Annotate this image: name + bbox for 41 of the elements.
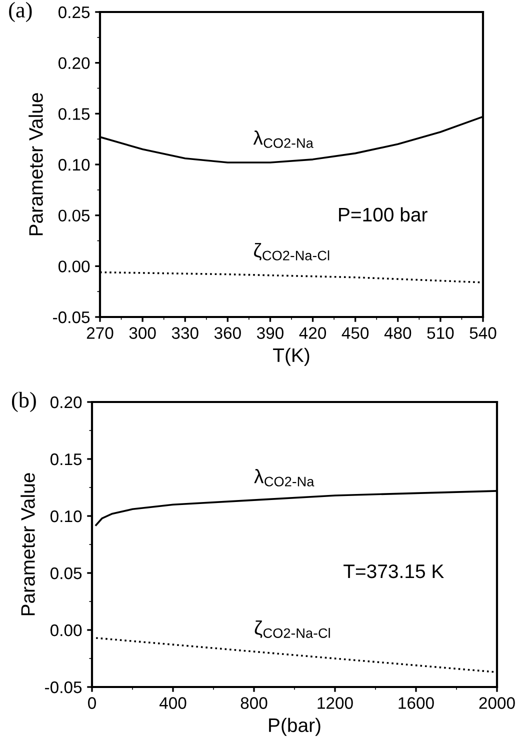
y-tick-label: -0.05 — [45, 681, 82, 694]
series-label: λ$_{CO2-Na}$ — [253, 130, 314, 148]
x-tick-label: 270 — [86, 327, 114, 339]
x-tick-label: 390 — [256, 327, 284, 339]
x-tick-label: 400 — [159, 697, 186, 709]
y-tick-label: -0.05 — [53, 311, 90, 324]
y-tick-label: 0.00 — [58, 260, 90, 272]
x-tick-label: 420 — [299, 327, 326, 339]
x-tick-label: 300 — [129, 327, 156, 339]
y-tick-label: 0.15 — [58, 108, 90, 120]
x-tick-label: 0 — [88, 697, 96, 709]
x-axis-title: T(K) — [273, 348, 310, 366]
chart-title: (a) — [9, 2, 32, 22]
x-tick-label: 330 — [172, 327, 198, 339]
series-label: ζ$_{CO2-Na-Cl}$ — [254, 242, 330, 260]
y-tick-label: 0.25 — [58, 6, 90, 18]
x-tick-label: 2000 — [479, 697, 515, 709]
y-tick-label: 0.05 — [50, 567, 82, 580]
x-tick-label: 480 — [384, 327, 412, 339]
x-tick-label: 510 — [427, 327, 454, 339]
y-axis-title: Parameter Value — [20, 473, 35, 616]
y-tick-label: 0.00 — [50, 624, 82, 636]
annotation: T=373.15 K — [344, 564, 444, 578]
y-tick-label: 0.10 — [58, 158, 90, 171]
x-tick-label: 540 — [470, 327, 496, 339]
y-tick-label: 0.05 — [58, 210, 90, 222]
x-tick-label: 1600 — [398, 697, 434, 709]
annotation: P=100 bar — [339, 207, 428, 222]
chart-title: (b) — [12, 392, 36, 412]
x-axis-title: P(bar) — [269, 718, 320, 736]
x-tick-label: 800 — [240, 697, 268, 709]
x-tick-label: 360 — [214, 327, 241, 339]
y-tick-label: 0.20 — [50, 396, 82, 408]
y-tick-label: 0.20 — [58, 57, 90, 70]
y-axis-title: Parameter Value — [28, 93, 43, 236]
x-tick-label: 450 — [342, 327, 369, 339]
y-tick-label: 0.10 — [50, 510, 82, 522]
series-label: λ$_{CO2-Na}$ — [254, 468, 314, 486]
x-tick-label: 1200 — [318, 697, 353, 709]
y-tick-label: 0.15 — [50, 453, 82, 466]
series-label: ζ$_{CO2-Na-Cl}$ — [254, 620, 330, 638]
